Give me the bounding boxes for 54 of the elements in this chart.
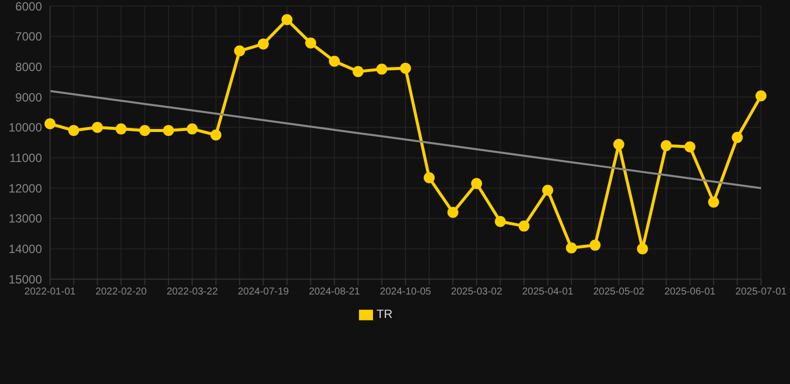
y-tick-label: 13000 bbox=[8, 212, 42, 226]
x-tick-label: 2025-04-01 bbox=[522, 286, 574, 298]
y-tick-label: 12000 bbox=[8, 181, 42, 196]
point bbox=[613, 138, 624, 150]
point bbox=[518, 220, 530, 232]
y-tick-label: 14000 bbox=[8, 242, 42, 256]
point bbox=[447, 206, 458, 218]
point bbox=[471, 178, 482, 190]
x-tick-label: 2022-03-22 bbox=[166, 286, 218, 298]
line-series bbox=[49, 90, 762, 190]
point bbox=[282, 14, 292, 26]
point bbox=[732, 132, 743, 143]
point bbox=[92, 122, 103, 133]
point bbox=[708, 196, 720, 208]
legend-label: TR bbox=[376, 307, 392, 322]
x-tick-label: 2024-07-19 bbox=[238, 286, 290, 298]
point bbox=[424, 172, 435, 184]
point bbox=[494, 216, 506, 227]
point bbox=[328, 56, 340, 67]
x-tick-label: 2024-10-05 bbox=[380, 286, 432, 298]
point bbox=[660, 140, 672, 152]
x-tick-label: 2022-02-20 bbox=[96, 286, 148, 298]
point bbox=[186, 123, 198, 134]
point bbox=[44, 118, 56, 130]
point bbox=[376, 64, 388, 75]
point bbox=[305, 38, 316, 49]
point bbox=[163, 124, 174, 136]
point bbox=[234, 45, 246, 56]
y-tick-label: 15000 bbox=[8, 272, 42, 286]
point bbox=[400, 62, 411, 74]
point bbox=[139, 124, 150, 136]
y-tick-label: 6000 bbox=[15, 0, 42, 14]
x-tick-label: 2025-07-01 bbox=[735, 286, 788, 298]
point bbox=[637, 243, 648, 254]
x-tick-label: 2024-08-21 bbox=[308, 286, 360, 298]
x-tick-label: 2025-05-02 bbox=[593, 286, 645, 298]
point bbox=[542, 184, 554, 196]
point bbox=[590, 240, 601, 251]
y-tick-label: 8000 bbox=[15, 60, 42, 74]
point bbox=[258, 38, 269, 50]
point bbox=[116, 123, 127, 134]
point bbox=[210, 130, 222, 140]
y-tick-label: 9000 bbox=[15, 90, 42, 104]
point bbox=[68, 124, 80, 136]
point bbox=[684, 141, 696, 152]
y-tick-label: 11000 bbox=[10, 151, 42, 166]
point bbox=[352, 66, 364, 78]
x-tick-label: 2022-01-01 bbox=[24, 286, 76, 298]
point bbox=[566, 242, 577, 254]
point bbox=[756, 90, 766, 102]
y-tick-label: 7000 bbox=[15, 30, 42, 44]
y-tick-label: 10000 bbox=[8, 120, 42, 135]
x-tick-label: 2025-03-02 bbox=[451, 286, 503, 298]
x-tick-label: 2025-06-01 bbox=[664, 286, 716, 298]
